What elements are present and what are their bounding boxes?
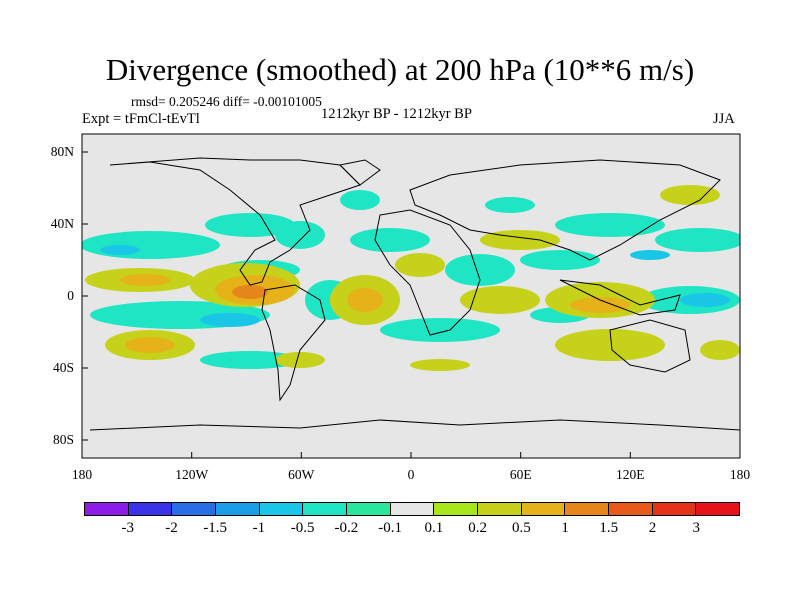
lon-label-120e: 120E bbox=[616, 467, 645, 482]
lon-label-60w: 60W bbox=[288, 467, 315, 482]
colorbar-segment bbox=[652, 503, 697, 515]
lat-label-80n: 80N bbox=[50, 144, 74, 159]
lon-label-60e: 60E bbox=[509, 467, 532, 482]
colorbar-segment bbox=[85, 503, 129, 515]
colorbar-segment bbox=[128, 503, 173, 515]
divergence-field bbox=[82, 157, 740, 431]
coastlines bbox=[89, 157, 740, 431]
plot-title: Divergence (smoothed) at 200 hPa (10**6 … bbox=[105, 52, 695, 87]
colorbar-segment bbox=[303, 503, 348, 515]
colorbar bbox=[84, 502, 740, 516]
experiment-label: Expt = tFmCl-tEvTl bbox=[82, 111, 200, 127]
lat-label-40s: 40S bbox=[52, 360, 74, 375]
colorbar-segment bbox=[434, 503, 479, 515]
colorbar-segment bbox=[609, 503, 653, 515]
colorbar-label: 0.2 bbox=[468, 520, 487, 536]
lon-label-180e: 180 bbox=[729, 467, 751, 482]
lon-label-180w: 180 bbox=[71, 467, 93, 482]
strongest-positive-areas bbox=[232, 285, 268, 299]
lat-label-0: 0 bbox=[67, 288, 74, 303]
colorbar-label: -0.1 bbox=[378, 520, 402, 536]
colorbar-label: 3 bbox=[692, 520, 701, 536]
colorbar-segment bbox=[172, 503, 217, 515]
lon-label-0: 0 bbox=[407, 467, 415, 482]
colorbar-label: -1.5 bbox=[203, 520, 228, 536]
colorbar-label: -2 bbox=[165, 520, 178, 536]
colorbar-segment bbox=[216, 503, 260, 515]
colorbar-label: 2 bbox=[648, 520, 657, 536]
colorbar-label: 1 bbox=[561, 520, 569, 536]
colorbar-segment bbox=[390, 503, 435, 515]
lat-label-40n: 40N bbox=[50, 216, 74, 231]
lon-ticks bbox=[81, 452, 741, 458]
colorbar-label: -0.5 bbox=[290, 520, 315, 536]
colorbar-label: -1 bbox=[252, 520, 266, 536]
lat-label-80s: 80S bbox=[52, 432, 74, 447]
colorbar-segment bbox=[478, 503, 522, 515]
lat-ticks bbox=[82, 151, 88, 441]
colorbar-label: -3 bbox=[121, 520, 134, 536]
colorbar-segment bbox=[259, 503, 304, 515]
stronger-positive-areas bbox=[120, 274, 630, 353]
colorbar-label: 0.1 bbox=[424, 520, 444, 536]
stats-line: rmsd= 0.205246 diff= -0.00101005 bbox=[131, 94, 322, 109]
lon-label-120w: 120W bbox=[175, 467, 209, 482]
period-label: 1212kyr BP - 1212kyr BP bbox=[321, 106, 472, 122]
colorbar-segment bbox=[347, 503, 391, 515]
colorbar-label: 0.5 bbox=[511, 520, 531, 536]
strong-negative-areas bbox=[100, 245, 730, 327]
colorbar-label: 1.5 bbox=[599, 520, 619, 536]
colorbar-segment bbox=[565, 503, 610, 515]
season-label: JJA bbox=[713, 111, 735, 127]
colorbar-label: -0.2 bbox=[334, 520, 359, 536]
colorbar-segment bbox=[521, 503, 566, 515]
colorbar-segment bbox=[696, 503, 740, 515]
